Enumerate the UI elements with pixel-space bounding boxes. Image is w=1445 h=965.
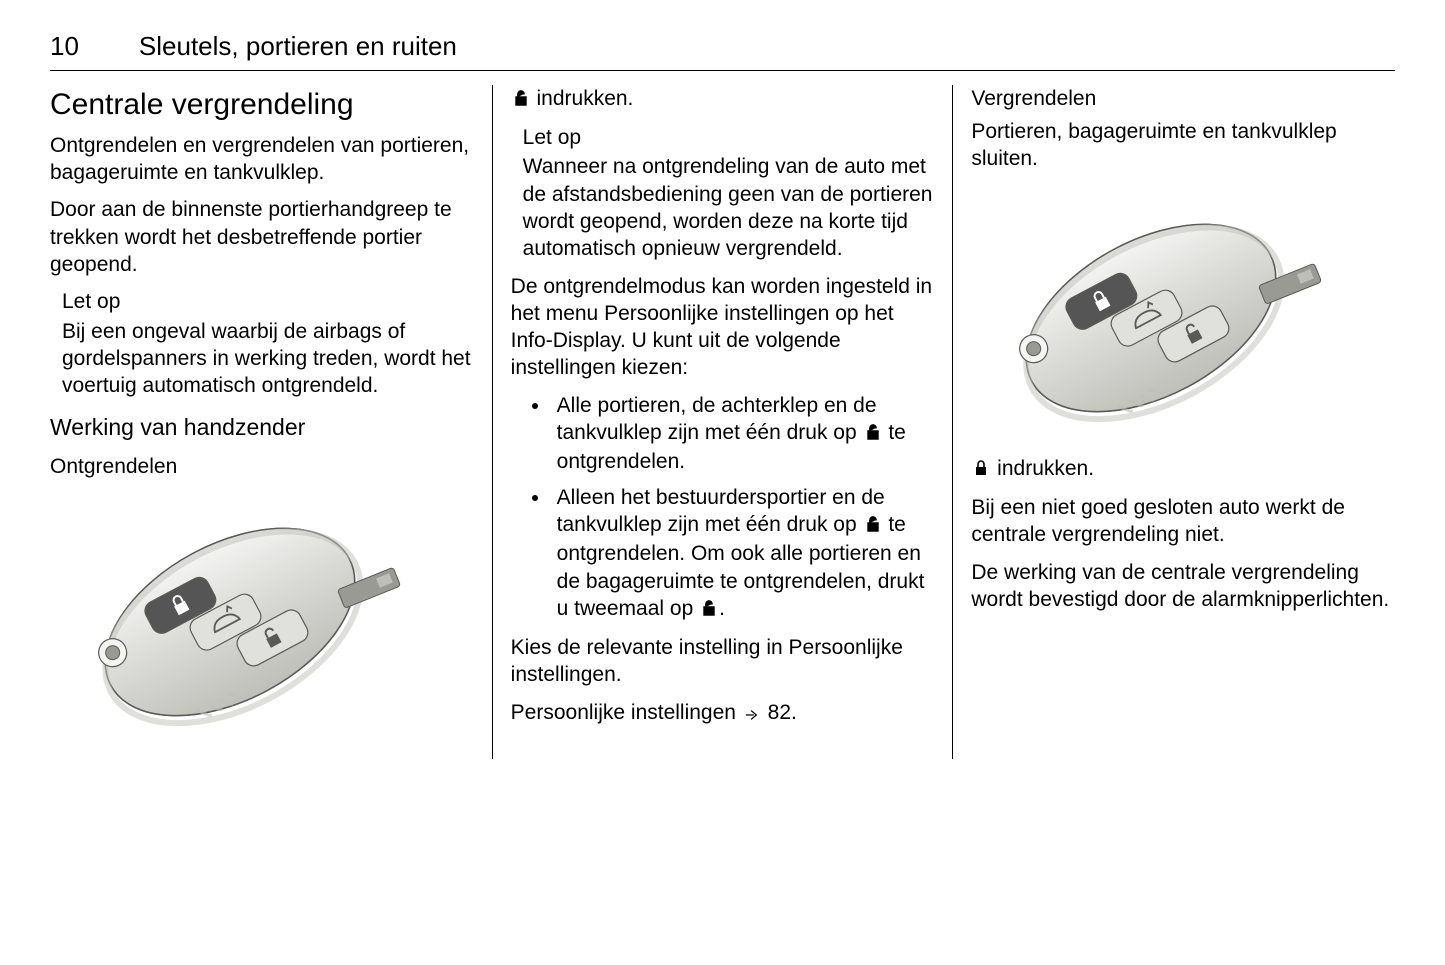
unlock-icon <box>865 421 881 448</box>
note-body: Wanneer na ontgrendeling van de auto met… <box>523 153 935 262</box>
unlock-icon <box>865 513 881 540</box>
note-body: Bij een ongeval waarbij de airbags of go… <box>62 318 474 400</box>
paragraph: De werking van de centrale vergrendeling… <box>971 559 1395 614</box>
cross-reference: Persoonlijke instellingen 82. <box>511 699 935 728</box>
bullet-list: Alle portieren, de achterklep en de tank… <box>511 392 935 624</box>
paragraph: Door aan de binnenste portierhandgreep t… <box>50 196 474 278</box>
note-heading: Let op <box>523 124 935 151</box>
column-2: indrukken. Let op Wanneer na ontgrendeli… <box>492 85 953 759</box>
column-1: Centrale vergrendeling Ontgrendelen en v… <box>50 85 492 759</box>
paragraph: Portieren, bagageruimte en tankvulklep s… <box>971 118 1395 173</box>
keyfob-unlock-illustration <box>50 487 410 747</box>
list-item: Alle portieren, de achterklep en de tank… <box>551 392 935 476</box>
content-columns: Centrale vergrendeling Ontgrendelen en v… <box>50 85 1395 759</box>
text-fragment: Persoonlijke instellingen <box>511 701 742 724</box>
page-number: 10 <box>50 30 79 64</box>
note-block: Let op Wanneer na ontgrendeling van de a… <box>511 124 935 262</box>
paragraph: Kies de relevante instelling in Persoonl… <box>511 634 935 689</box>
press-instruction: indrukken. <box>511 85 935 114</box>
page-header: 10 Sleutels, portieren en ruiten <box>50 30 1395 71</box>
note-heading: Let op <box>62 288 474 315</box>
paragraph: De ontgrendelmodus kan worden ingesteld … <box>511 273 935 382</box>
subsubsection-title: Vergrendelen <box>971 85 1395 112</box>
text-fragment: Alleen het bestuurdersportier en de tank… <box>557 486 885 536</box>
reference-arrow-icon <box>744 702 760 729</box>
section-title: Centrale vergrendeling <box>50 85 474 124</box>
press-text: indrukken. <box>531 87 634 110</box>
unlock-icon <box>701 597 717 624</box>
note-block: Let op Bij een ongeval waarbij de airbag… <box>50 288 474 399</box>
press-instruction: indrukken. <box>971 455 1395 484</box>
text-fragment: Alle portieren, de achterklep en de tank… <box>557 394 877 444</box>
column-3: Vergrendelen Portieren, bagageruimte en … <box>952 85 1395 759</box>
press-text: indrukken. <box>991 457 1094 480</box>
paragraph: Ontgrendelen en vergrendelen van portier… <box>50 132 474 187</box>
paragraph: Bij een niet goed gesloten auto werkt de… <box>971 494 1395 549</box>
subsubsection-title: Ontgrendelen <box>50 453 474 480</box>
lock-icon <box>973 457 989 484</box>
text-fragment: 82. <box>762 701 797 724</box>
list-item: Alleen het bestuurdersportier en de tank… <box>551 484 935 624</box>
subsection-title: Werking van handzender <box>50 413 474 443</box>
keyfob-lock-illustration <box>971 183 1331 443</box>
text-fragment: . <box>719 597 725 620</box>
unlock-icon <box>513 87 529 114</box>
chapter-title: Sleutels, portieren en ruiten <box>139 30 457 64</box>
